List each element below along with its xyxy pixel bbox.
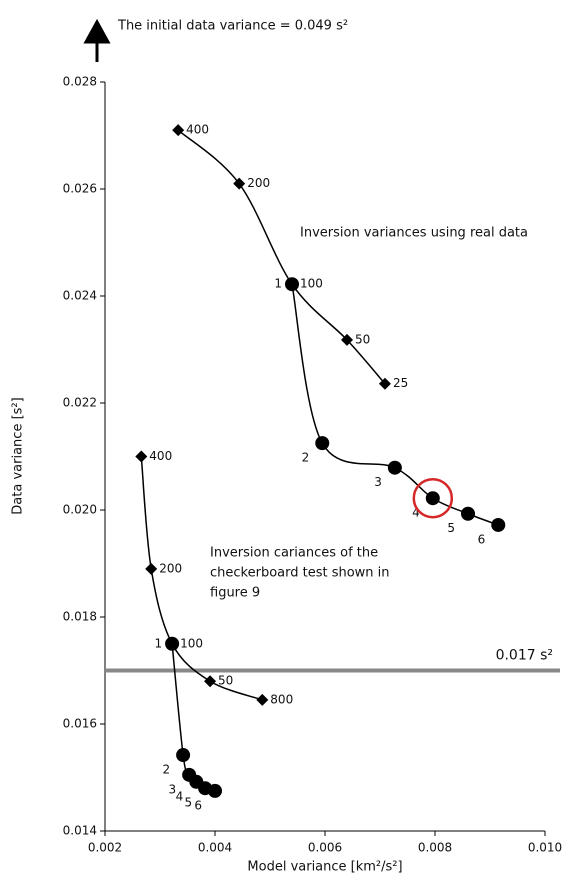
y-tick-label: 0.024 <box>63 289 97 303</box>
y-tick-label: 0.026 <box>63 182 97 196</box>
circle-marker <box>176 748 191 763</box>
circle-marker <box>387 460 402 475</box>
y-tick-label: 0.016 <box>63 717 97 731</box>
y-tick-label: 0.014 <box>63 824 97 838</box>
point-label: 3 <box>169 782 177 796</box>
point-label: 400 <box>186 123 209 137</box>
point-label: 5 <box>447 521 455 535</box>
point-label: 4 <box>176 789 184 803</box>
point-label: 6 <box>194 798 202 812</box>
series-line <box>291 284 499 526</box>
y-tick-label: 0.022 <box>63 396 97 410</box>
series-line <box>171 643 216 792</box>
point-label: 6 <box>478 532 486 546</box>
x-tick-label: 0.008 <box>418 841 452 855</box>
reference-label: 0.017 s² <box>496 648 553 664</box>
point-label: 400 <box>149 449 172 463</box>
y-tick-label: 0.028 <box>63 75 97 89</box>
diamond-marker <box>135 450 148 463</box>
annotation: Inversion variances using real data <box>300 226 528 241</box>
circle-marker <box>165 636 180 651</box>
circle-marker <box>491 517 506 532</box>
point-label: 100 <box>300 277 323 291</box>
point-label: 2 <box>162 763 170 777</box>
diamond-marker <box>233 177 246 190</box>
x-tick-label: 0.006 <box>308 841 342 855</box>
circle-marker <box>315 436 330 451</box>
point-label: 50 <box>218 674 233 688</box>
circle-marker <box>285 277 299 292</box>
circle-marker <box>461 506 475 521</box>
x-tick-label: 0.002 <box>88 841 122 855</box>
diamond-marker <box>256 693 269 706</box>
point-label: 25 <box>393 376 408 390</box>
note: The initial data variance = 0.049 s² <box>117 19 348 34</box>
point-label: 5 <box>184 796 192 810</box>
point-label: 2 <box>302 451 310 465</box>
arrow <box>83 18 111 62</box>
series-line <box>140 456 263 701</box>
x-axis-title: Model variance [km²/s²] <box>247 860 402 875</box>
point-label: 100 <box>180 636 203 650</box>
x-tick-label: 0.004 <box>198 841 232 855</box>
annotation: Inversion cariances of the <box>210 546 378 561</box>
point-label: 4 <box>412 506 420 520</box>
point-label: 1 <box>274 277 282 291</box>
point-label: 1 <box>154 636 162 650</box>
annotation: figure 9 <box>210 586 260 601</box>
point-label: 200 <box>159 561 182 575</box>
diamond-marker <box>172 124 185 137</box>
y-tick-label: 0.020 <box>63 503 97 517</box>
annotation: checkerboard test shown in <box>210 566 390 581</box>
y-tick-label: 0.018 <box>63 610 97 624</box>
highlight-ring <box>412 477 454 519</box>
point-label: 200 <box>247 176 270 190</box>
y-axis-title: Data variance [s²] <box>11 397 26 514</box>
point-label: 50 <box>355 332 370 346</box>
circle-marker <box>425 491 440 506</box>
diamond-marker <box>378 377 391 390</box>
point-label: 800 <box>270 692 293 706</box>
circle-marker <box>208 783 222 798</box>
diamond-marker <box>204 675 217 688</box>
series-line <box>177 129 386 385</box>
diamond-marker <box>341 333 353 346</box>
diamond-marker <box>145 562 158 575</box>
x-tick-label: 0.010 <box>528 841 562 855</box>
point-label: 3 <box>374 475 382 489</box>
